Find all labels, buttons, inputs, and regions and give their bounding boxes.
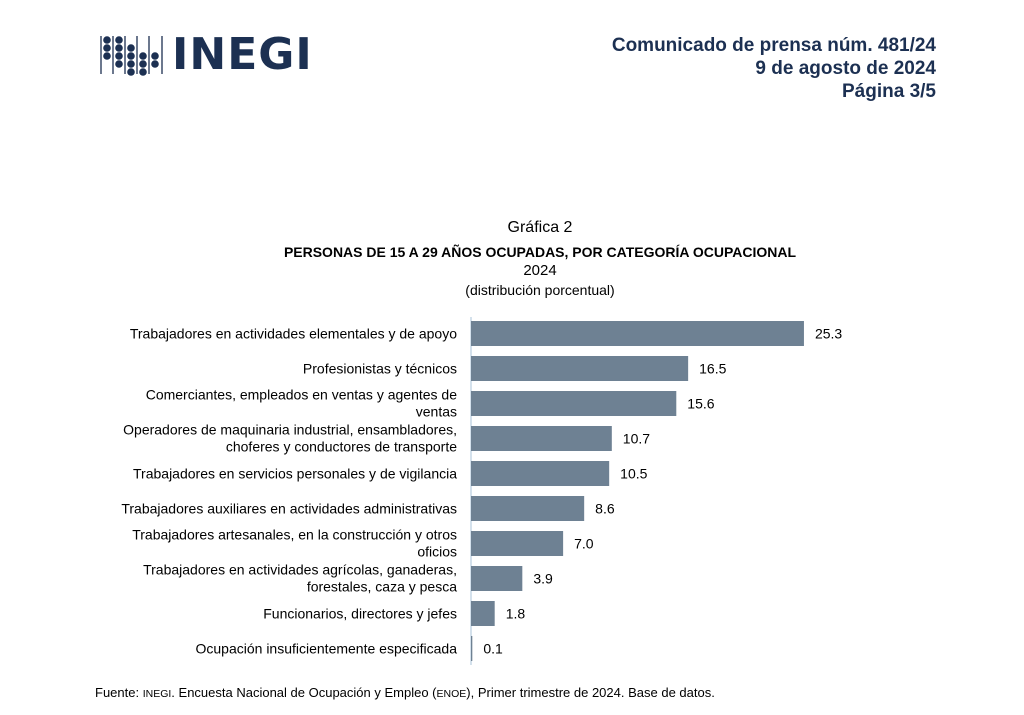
logo-text: INEGI bbox=[172, 29, 313, 80]
source-period: ), Primer trimestre de 2024. Base de dat… bbox=[466, 685, 715, 700]
bar bbox=[471, 321, 804, 346]
data-label: 8.6 bbox=[595, 501, 615, 517]
press-release-date: 9 de agosto de 2024 bbox=[755, 58, 936, 79]
data-label: 10.7 bbox=[623, 431, 650, 447]
data-label: 10.5 bbox=[620, 466, 647, 482]
category-label: Operadores de maquinaria industrial, ens… bbox=[123, 422, 457, 438]
category-label: Trabajadores artesanales, en la construc… bbox=[132, 527, 457, 543]
bar bbox=[471, 566, 523, 591]
data-label: 25.3 bbox=[815, 326, 842, 342]
source-inegi: INEGI bbox=[142, 688, 172, 700]
data-label: 1.8 bbox=[506, 606, 526, 622]
bar bbox=[471, 356, 689, 381]
bar bbox=[471, 391, 677, 416]
category-label: Ocupación insuficientemente especificada bbox=[196, 641, 458, 657]
chart-subtitle: (distribución porcentual) bbox=[465, 282, 615, 298]
category-label: Trabajadores en actividades elementales … bbox=[130, 326, 457, 342]
category-label: Trabajadores en actividades agrícolas, g… bbox=[143, 562, 457, 578]
chart-year: 2024 bbox=[523, 262, 557, 279]
data-label: 0.1 bbox=[483, 641, 503, 657]
source-note: Fuente: INEGI. Encuesta Nacional de Ocup… bbox=[95, 685, 715, 700]
chart-caption: Gráfica 2 bbox=[507, 219, 573, 236]
inegi-logo: INEGI bbox=[100, 33, 313, 77]
source-enoe: ENOE bbox=[436, 688, 467, 700]
bar bbox=[471, 426, 612, 451]
category-label: forestales, caza y pesca bbox=[307, 579, 457, 595]
data-label: 3.9 bbox=[533, 571, 553, 587]
category-label: Trabajadores auxiliares en actividades a… bbox=[121, 501, 457, 517]
logo-abacus-icon bbox=[100, 36, 163, 76]
bar bbox=[471, 601, 495, 626]
page-number: Página 3/5 bbox=[842, 81, 936, 102]
category-label: Profesionistas y técnicos bbox=[303, 361, 457, 377]
source-survey: . Encuesta Nacional de Ocupación y Emple… bbox=[171, 685, 437, 700]
category-label: ventas bbox=[416, 404, 457, 420]
data-label: 15.6 bbox=[687, 396, 714, 412]
category-label: oficios bbox=[417, 544, 457, 560]
category-label: Funcionarios, directores y jefes bbox=[263, 606, 457, 622]
category-label: Comerciantes, empleados en ventas y agen… bbox=[146, 387, 458, 403]
data-label: 7.0 bbox=[574, 536, 594, 552]
bar bbox=[471, 636, 473, 661]
chart-title: PERSONAS DE 15 A 29 AÑOS OCUPADAS, POR C… bbox=[283, 244, 797, 260]
category-label: choferes y conductores de transporte bbox=[226, 439, 457, 455]
bar bbox=[471, 496, 585, 521]
category-label: Trabajadores en servicios personales y d… bbox=[133, 466, 457, 482]
bar bbox=[471, 461, 610, 486]
press-release-number: Comunicado de prensa núm. 481/24 bbox=[611, 35, 936, 56]
press-release-header: Comunicado de prensa núm. 481/24 9 de ag… bbox=[612, 34, 936, 103]
bar bbox=[471, 531, 564, 556]
data-label: 16.5 bbox=[699, 361, 726, 377]
source-prefix: Fuente: bbox=[95, 685, 143, 700]
